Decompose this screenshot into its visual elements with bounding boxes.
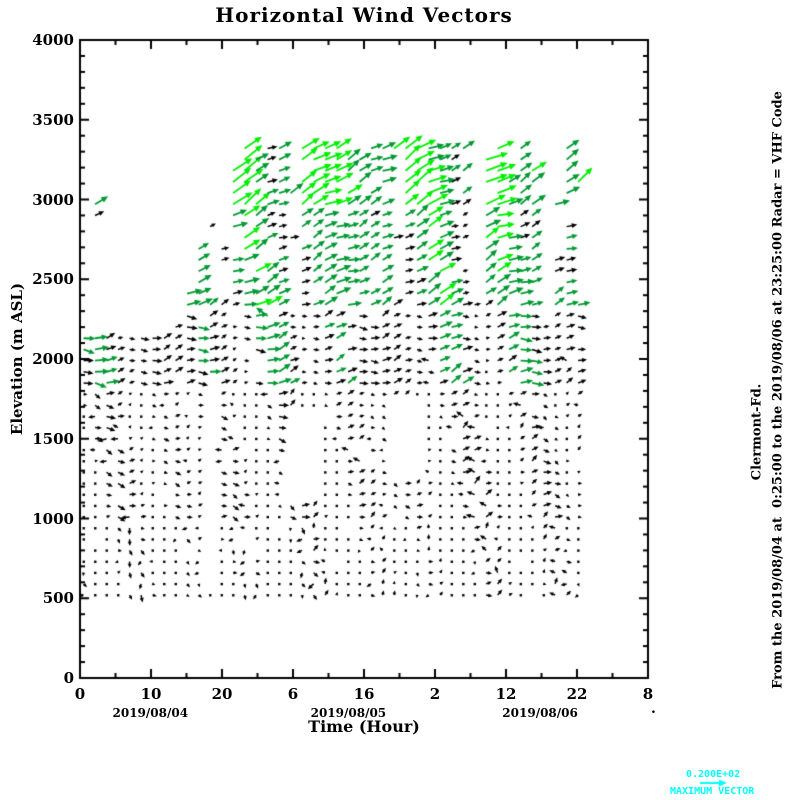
x-tick-label: 0 (74, 685, 86, 703)
x-tick-label: 12 (495, 685, 517, 703)
x-tick-label: 20 (211, 685, 233, 703)
date-label: 2019/08/06 (502, 706, 578, 720)
stray-mark: . (651, 701, 656, 717)
max-vector-value: 0.200E+02 (686, 769, 741, 780)
max-vector-caption: MAXIMUM VECTOR (670, 786, 755, 797)
x-axis-title: Time (Hour) (308, 717, 420, 736)
x-tick-label: 22 (566, 685, 588, 703)
y-tick-label: 2500 (32, 270, 74, 289)
annotation-station: Clermont-Fd. (749, 383, 765, 481)
y-tick-label: 3500 (32, 110, 74, 129)
y-tick-label: 0 (63, 669, 74, 687)
annotation-timerange: From the 2019/08/04 at 0:25:00 to the 20… (770, 91, 786, 689)
date-label: 2019/08/04 (112, 706, 189, 720)
x-tick-label: 2 (429, 685, 441, 703)
x-tick-label: 6 (287, 685, 299, 703)
y-tick-label: 1500 (32, 429, 74, 448)
y-tick-label: 500 (42, 589, 74, 608)
y-tick-label: 1000 (32, 509, 74, 528)
y-tick-label: 2000 (32, 350, 74, 368)
date-label: 2019/08/05 (310, 706, 387, 720)
y-tick-label: 4000 (32, 31, 74, 49)
x-tick-label: 8 (642, 685, 654, 703)
chart-title: Horizontal Wind Vectors (215, 3, 513, 27)
x-tick-label: 16 (353, 685, 375, 703)
x-tick-label: 10 (140, 685, 162, 703)
y-tick-label: 3000 (32, 190, 74, 209)
